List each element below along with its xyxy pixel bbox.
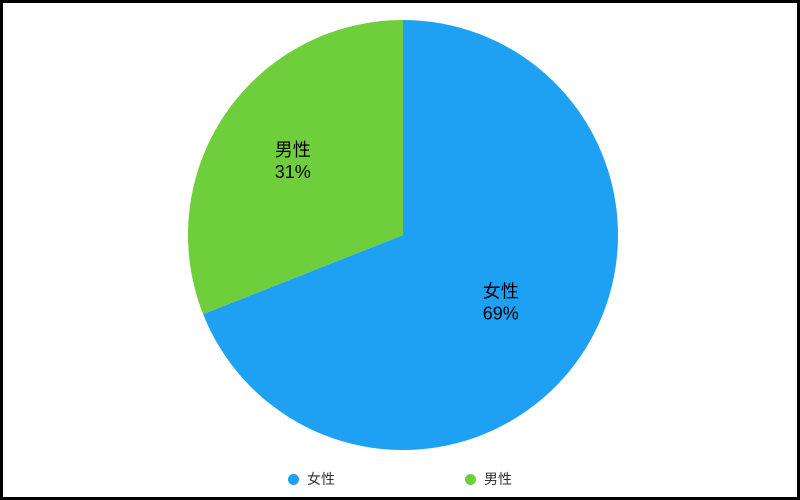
legend-item-male: 男性 xyxy=(465,469,512,489)
legend-item-female: 女性 xyxy=(288,469,335,489)
legend-swatch-female xyxy=(288,474,299,485)
slice-label-female: 女性 xyxy=(483,281,519,301)
legend-label-male: 男性 xyxy=(484,469,512,489)
slice-percent-male: 31% xyxy=(275,162,311,182)
slice-percent-female: 69% xyxy=(483,303,519,323)
legend: 女性 男性 xyxy=(3,469,797,489)
pie-chart-container: 女性69% 男性31% xyxy=(3,13,797,457)
gender-pie-chart: 女性69% 男性31% xyxy=(3,10,797,460)
legend-swatch-male xyxy=(465,474,476,485)
legend-label-female: 女性 xyxy=(307,469,335,489)
slice-label-male: 男性 xyxy=(275,140,311,160)
chart-frame: 女性69%男性31% 女性 男性 xyxy=(0,0,800,500)
